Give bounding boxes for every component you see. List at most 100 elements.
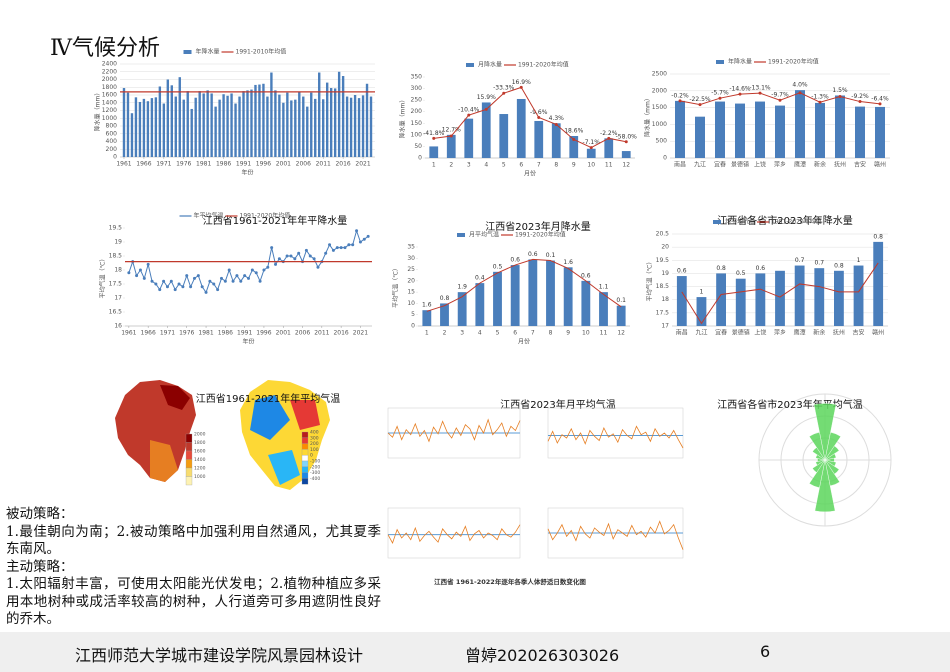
- bar: [162, 103, 166, 157]
- marker: [266, 265, 270, 269]
- bar: [475, 283, 485, 326]
- marker: [343, 246, 347, 250]
- x-tick-label: 萍乡: [774, 161, 786, 169]
- y-tick-label: 17.5: [109, 281, 123, 288]
- data-label: 1.5%: [832, 87, 848, 94]
- bar: [695, 116, 705, 158]
- marker: [189, 285, 193, 289]
- panel-frame: [387, 507, 521, 559]
- y-tick-label: 18: [661, 296, 669, 303]
- bar: [361, 95, 365, 157]
- marker: [467, 113, 471, 117]
- bar: [493, 271, 502, 326]
- marker: [554, 122, 558, 126]
- data-label: -33.3%: [493, 85, 515, 92]
- bar: [314, 98, 317, 157]
- bar: [294, 99, 297, 157]
- legend-label: 1991-2020年均值: [771, 218, 822, 226]
- data-label: 4.0%: [792, 82, 808, 89]
- bar: [357, 98, 361, 157]
- legend-swatch: [301, 431, 309, 438]
- marker: [335, 246, 339, 250]
- bar: [258, 84, 261, 157]
- x-tick-label: 1966: [141, 330, 156, 337]
- x-tick-label: 1966: [136, 161, 151, 168]
- legend-swatch: [466, 63, 474, 67]
- line: [387, 418, 521, 443]
- marker: [231, 279, 235, 283]
- data-label: -5.7%: [711, 90, 729, 97]
- y-tick-label: 10: [407, 300, 415, 307]
- y-tick-label: 100: [411, 131, 423, 138]
- legend-swatch: [716, 60, 724, 64]
- bar: [310, 92, 313, 157]
- bar: [126, 92, 130, 157]
- x-tick-label: 1971: [160, 330, 175, 337]
- bar: [446, 134, 456, 158]
- data-label: 16.9%: [512, 79, 531, 86]
- x-axis-label: 月份: [518, 338, 530, 346]
- y-tick-label: 350: [411, 74, 423, 81]
- legend-label: 1400: [194, 457, 206, 463]
- data-label: 1: [857, 257, 861, 264]
- y-tick-label: 20.5: [656, 231, 670, 238]
- legend-label: -200: [310, 464, 320, 470]
- marker: [738, 92, 742, 96]
- x-tick-label: 九江: [695, 329, 707, 337]
- rose-petal: [824, 445, 840, 461]
- y-tick-label: 19: [114, 239, 122, 246]
- data-label: -14.6%: [729, 86, 751, 93]
- marker: [347, 243, 351, 247]
- marker: [308, 254, 312, 258]
- x-tick-label: 宜春: [714, 161, 726, 169]
- bar: [122, 88, 126, 157]
- legend-swatch: [183, 50, 192, 54]
- bar: [322, 99, 325, 157]
- bar: [835, 95, 845, 158]
- legend-swatch: [185, 450, 193, 460]
- x-tick-label: 鹰潭: [794, 161, 806, 169]
- caption: 江西省2023年月平均气温: [500, 398, 615, 411]
- bar: [290, 100, 293, 157]
- bar: [365, 83, 369, 157]
- y-tick-label: 25: [407, 266, 415, 273]
- bar: [775, 105, 785, 158]
- marker: [239, 279, 243, 283]
- data-label: -10.4%: [458, 107, 480, 114]
- x-tick-label: 抚州: [834, 161, 846, 169]
- legend-swatch: [185, 433, 193, 443]
- marker: [219, 276, 223, 280]
- page-number: 6: [760, 642, 771, 661]
- marker: [484, 107, 488, 111]
- legend-label: -100: [310, 459, 320, 465]
- marker: [196, 274, 200, 278]
- marker: [358, 240, 362, 244]
- x-tick-label: 6: [513, 330, 517, 337]
- data-label: 0.8: [716, 265, 726, 272]
- paragraph: 主动策略：: [6, 558, 74, 575]
- bar: [174, 96, 177, 157]
- line: [547, 520, 684, 550]
- bar: [696, 297, 707, 326]
- marker: [169, 279, 173, 283]
- x-tick-label: 2001: [276, 330, 291, 337]
- data-label: 0.8: [873, 233, 883, 240]
- marker: [204, 290, 208, 294]
- bar: [510, 265, 520, 326]
- bar: [349, 97, 353, 157]
- y-tick-label: 150: [411, 120, 423, 127]
- data-label: -41.8%: [423, 130, 445, 137]
- bar: [254, 84, 257, 157]
- marker: [778, 98, 782, 102]
- data-label: -7.1%: [583, 139, 601, 146]
- data-label: 12.7%: [442, 126, 461, 133]
- data-label: 0.6: [756, 265, 766, 272]
- marker: [181, 285, 185, 289]
- bar: [325, 82, 329, 157]
- caption: 江西省各省市2023年年平均气温: [717, 398, 862, 411]
- y-tick-label: 0: [663, 155, 667, 162]
- data-label: -58.0%: [616, 133, 638, 140]
- marker: [537, 116, 541, 119]
- bar: [178, 77, 181, 157]
- x-tick-label: 1: [432, 162, 436, 169]
